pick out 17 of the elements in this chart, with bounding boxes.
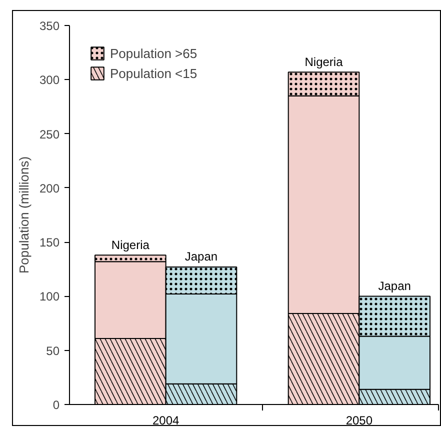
y-tick-label: 50 [46, 344, 60, 358]
y-tick-label: 250 [39, 127, 60, 142]
y-tick-label: 100 [39, 290, 60, 304]
y-tick-label: 200 [39, 181, 60, 196]
y-tick-label: 150 [39, 236, 60, 250]
legend-label: Population >65 [110, 46, 198, 60]
x-tick-label: Japan [378, 278, 411, 293]
legend-label: Population <15 [110, 66, 198, 80]
text: 2004 [152, 414, 180, 428]
y-tick-label: 350 [39, 19, 60, 33]
x-tick-label: Japan [184, 250, 218, 264]
x-tick-label: Nigeria [304, 54, 344, 69]
y-axis-title: Population (millions) [16, 156, 32, 274]
x-tick-label: Nigeria [111, 238, 150, 252]
text: 2050 [346, 414, 373, 428]
y-tick-label: 0 [52, 398, 60, 412]
y-tick-label: 300 [39, 73, 60, 88]
